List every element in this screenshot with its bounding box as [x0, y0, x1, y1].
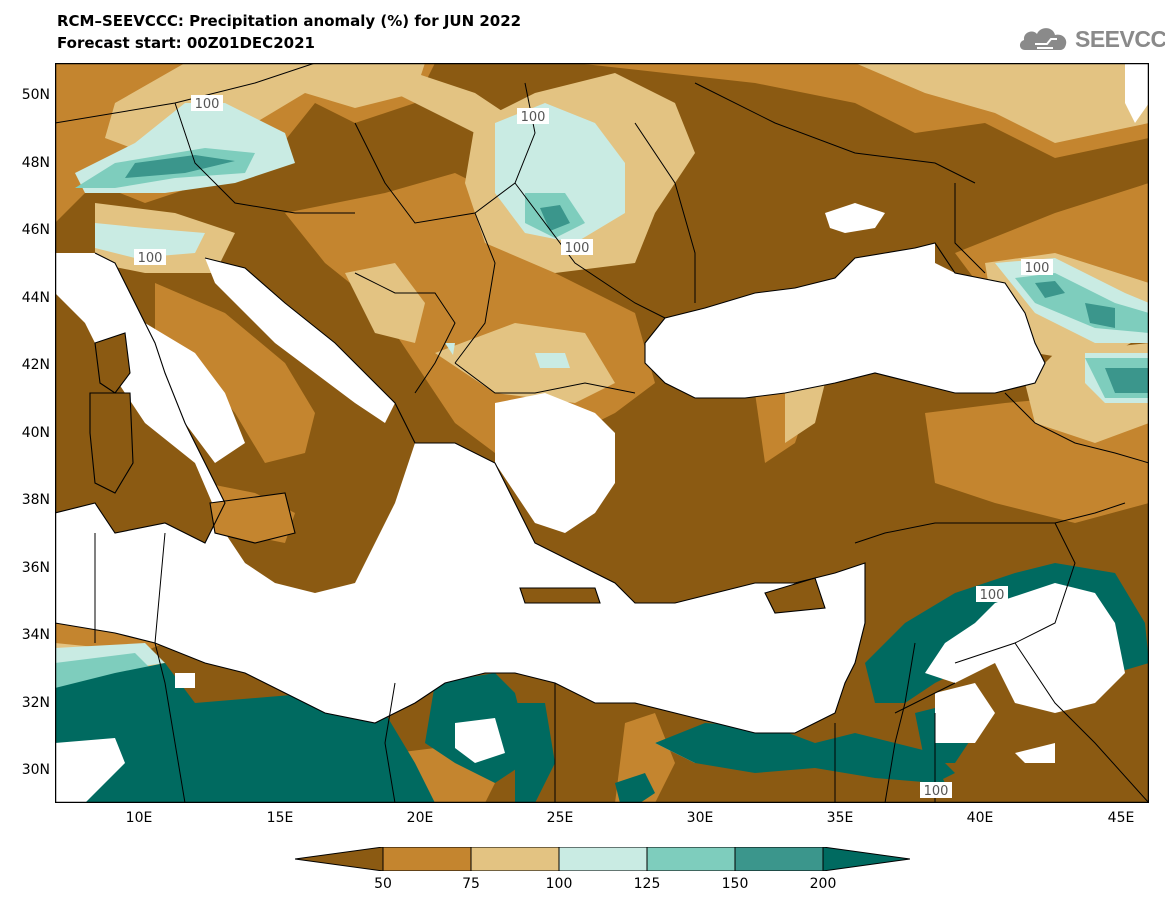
contour-label-bg — [134, 249, 166, 265]
map-canvas: 100 100 100 100 100 100 100 — [54, 62, 1150, 804]
lat-label: 32N — [21, 695, 50, 711]
contour-label: 100 — [565, 241, 590, 256]
precipitation-anomaly-map: 100 100 100 100 100 100 100 — [54, 62, 1150, 804]
colorbar-label: 50 — [374, 876, 392, 892]
lon-label: 35E — [826, 810, 854, 826]
contour-label: 100 — [195, 97, 220, 112]
logo-text: SEEVCCC — [1075, 26, 1165, 52]
lon-label: 25E — [546, 810, 574, 826]
cloud-icon — [1019, 28, 1067, 50]
colorbar-label: 150 — [721, 876, 749, 892]
colorbar-label: 75 — [462, 876, 480, 892]
contour-labels: 100 100 100 100 100 100 100 — [134, 95, 1053, 799]
coastlines — [54, 242, 1046, 734]
contour-label-bg — [191, 95, 223, 111]
lat-label: 44N — [21, 290, 50, 306]
sea-areas — [55, 63, 1149, 733]
colorbar-segment-gt200 — [822, 847, 910, 871]
lat-label: 36N — [21, 560, 50, 576]
colorbar-label: 200 — [809, 876, 837, 892]
colorbar-label: 100 — [545, 876, 573, 892]
map-frame-border — [54, 62, 1150, 804]
band-150-200 — [125, 155, 1149, 393]
colorbar-segment-50-75 — [382, 847, 472, 871]
contour-label: 100 — [1025, 261, 1050, 276]
colorbar-label: 125 — [633, 876, 661, 892]
contour-label: 100 — [980, 588, 1005, 603]
colorbar-segment-125-150 — [646, 847, 736, 871]
contour-label: 100 — [138, 251, 163, 266]
colorbar-segment-100-125 — [558, 847, 648, 871]
lat-label: 38N — [21, 492, 50, 508]
lon-label: 10E — [125, 810, 153, 826]
contour-label-bg — [1021, 259, 1053, 275]
lat-label: 50N — [21, 87, 50, 103]
islands — [90, 333, 825, 613]
lon-label: 20E — [406, 810, 434, 826]
colorbar — [295, 847, 910, 871]
lat-label: 42N — [21, 357, 50, 373]
lon-label: 45E — [1107, 810, 1135, 826]
lon-label: 15E — [266, 810, 294, 826]
colorbar-segment-75-100 — [470, 847, 560, 871]
lon-label: 30E — [686, 810, 714, 826]
lat-label: 40N — [21, 425, 50, 441]
country-borders — [54, 62, 1150, 804]
no-data-patches — [55, 583, 1125, 803]
lat-label: 30N — [21, 762, 50, 778]
lat-label: 34N — [21, 627, 50, 643]
colorbar-segment-lt50 — [295, 847, 384, 871]
contour-label-bg — [517, 108, 549, 124]
lat-label: 46N — [21, 222, 50, 238]
lat-label: 48N — [21, 155, 50, 171]
contour-label-bg — [976, 586, 1008, 602]
colorbar-segment-150-200 — [734, 847, 824, 871]
contour-label: 100 — [924, 784, 949, 799]
contour-label: 100 — [521, 110, 546, 125]
map-title: RCM–SEEVCCC: Precipitation anomaly (%) f… — [57, 12, 522, 30]
contour-label-bg — [561, 239, 593, 255]
seevccc-logo: SEEVCCC — [1017, 22, 1165, 56]
lon-label: 40E — [966, 810, 994, 826]
forecast-start-label: Forecast start: 00Z01DEC2021 — [57, 34, 315, 52]
contour-label-bg — [920, 782, 952, 798]
